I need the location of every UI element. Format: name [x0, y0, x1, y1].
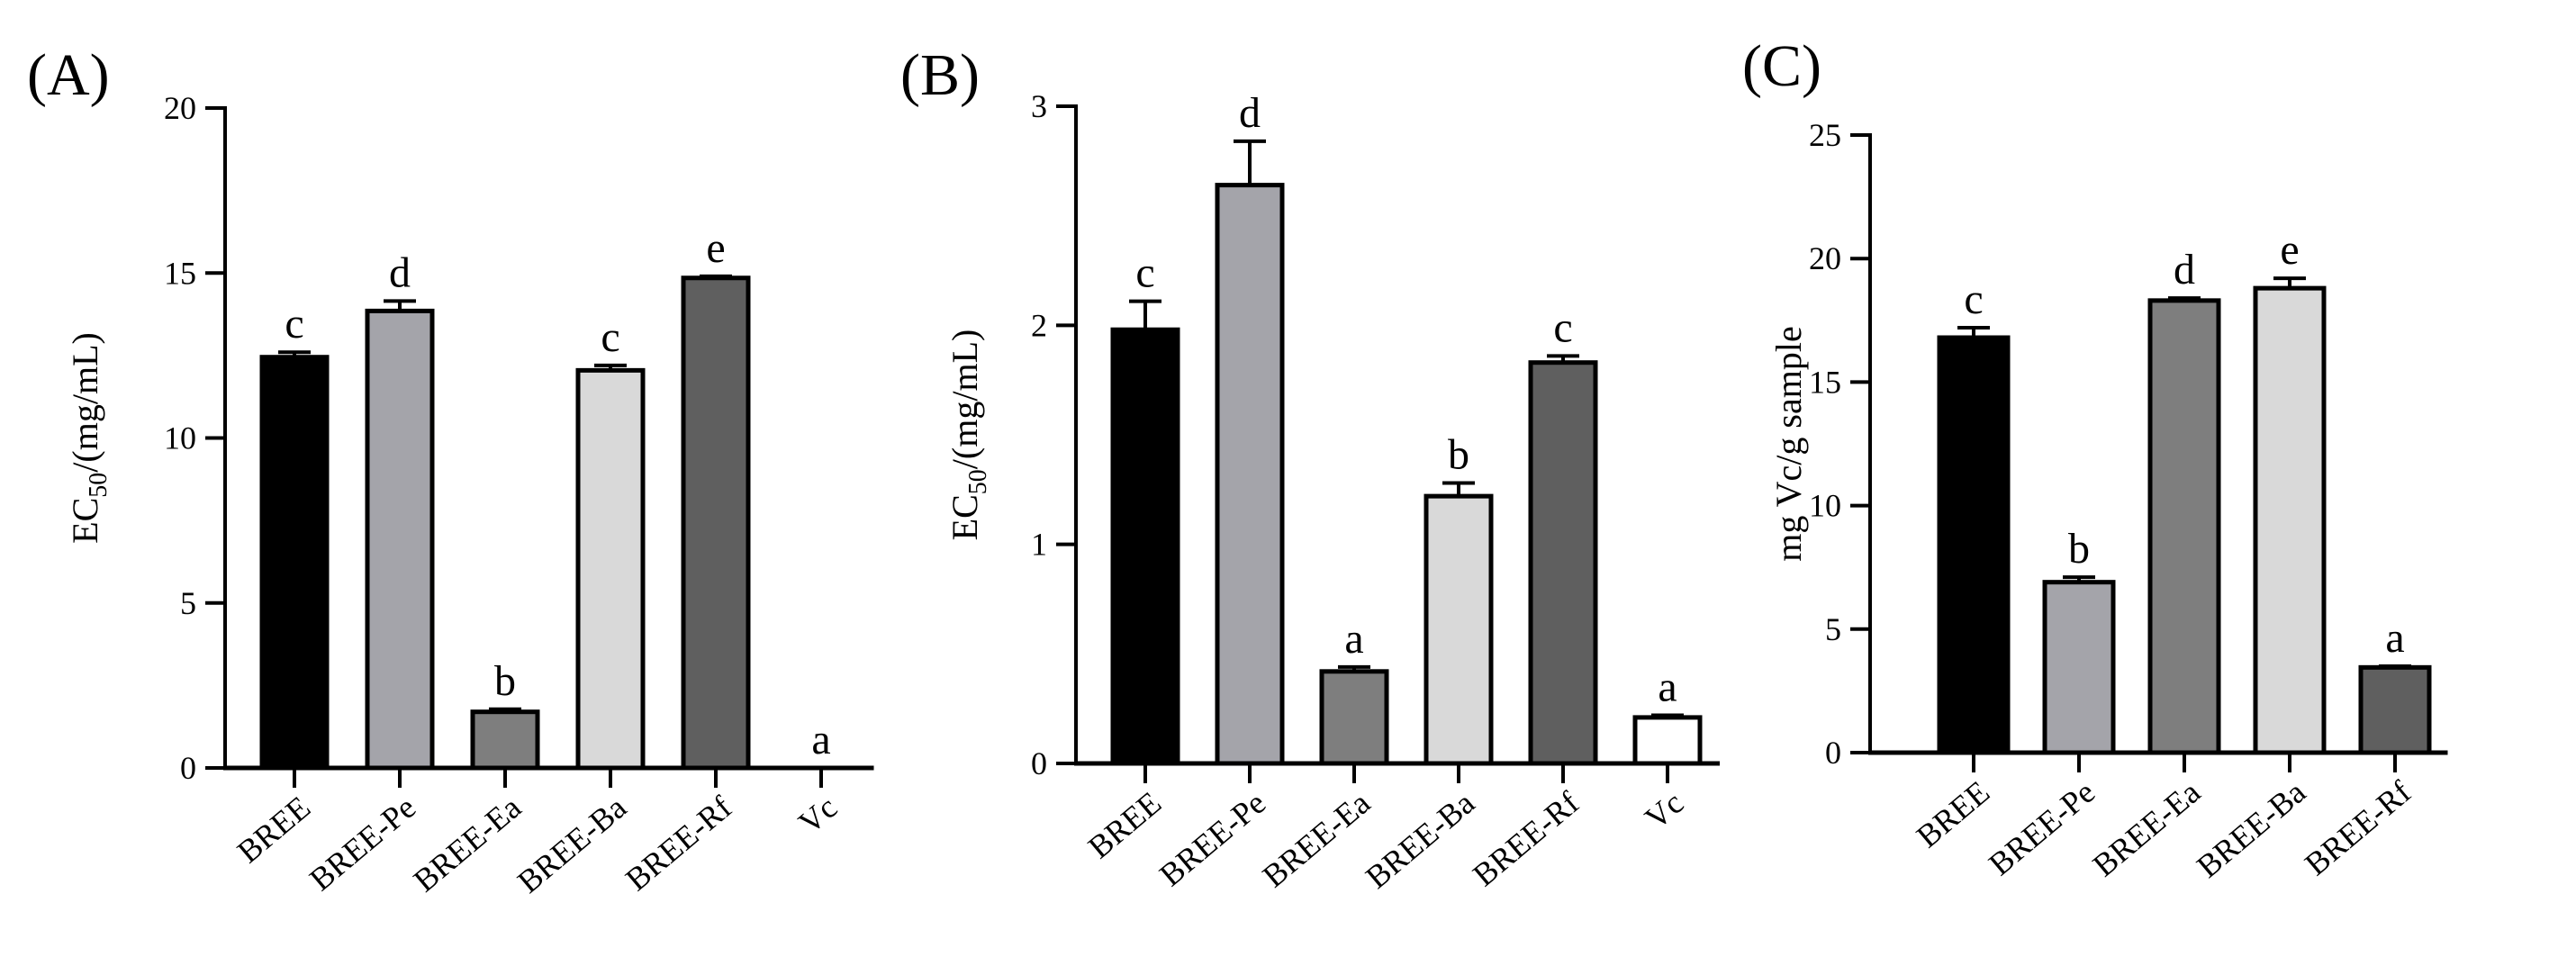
chart-panel-2: (C) 0 5 10 15 20 25 mg Vc/g sample c BREE b BREE-Pe…: [1742, 33, 2448, 885]
bar-bree-ea: [1319, 669, 1389, 766]
y-axis-title: EC50/(mg/mL): [945, 330, 992, 541]
y-axis-title-subscript: 50: [964, 469, 992, 494]
x-tick-label: BREE: [1081, 784, 1168, 865]
bar-bree-pe: [2042, 580, 2116, 755]
x-tick-label: BREE: [230, 789, 317, 870]
y-axis-title-units: /(mg/mL): [65, 332, 105, 473]
significance-letter: c: [1964, 275, 1983, 323]
x-tick-label: BREE-Ea: [407, 789, 528, 898]
bar-bree: [1937, 335, 2011, 755]
y-tick-label: 1: [1031, 527, 1047, 563]
x-tick-label: BREE: [1910, 773, 1996, 854]
y-tick-label: 20: [1809, 240, 1841, 276]
x-tick-label: BREE-Ba: [1359, 784, 1481, 895]
bar-bree-ba: [575, 367, 646, 771]
y-tick-label: 5: [1825, 611, 1841, 647]
bar-bree-pe: [365, 308, 435, 771]
y-tick-label: 10: [1809, 488, 1841, 524]
significance-letter: c: [1135, 249, 1154, 297]
x-tick-label: BREE-Pe: [1982, 773, 2101, 882]
bar-bree: [259, 355, 330, 771]
panel-label: (C): [1742, 33, 1821, 99]
bar-bree-pe: [1215, 183, 1285, 766]
significance-letter: c: [1553, 303, 1572, 351]
x-tick-label: BREE-Rf: [619, 789, 738, 898]
bar-bree-ba: [2253, 285, 2327, 755]
y-axis-title-main: EC: [65, 498, 105, 544]
significance-letter: a: [1658, 663, 1677, 710]
significance-letter: c: [601, 313, 619, 361]
y-tick-label: 0: [1825, 735, 1841, 771]
y-tick-label: 25: [1809, 117, 1841, 153]
bar-bree-rf: [2358, 664, 2432, 755]
panel-label: (A): [27, 42, 110, 108]
significance-letter: e: [706, 224, 725, 272]
y-tick-label: 15: [1809, 364, 1841, 400]
y-axis-title: mg Vc/g sample: [1768, 326, 1809, 561]
x-tick-label: BREE-Pe: [1152, 784, 1272, 893]
significance-letter: e: [2280, 226, 2299, 274]
chart-panel-0: (A) 0 5 10 15 20 EC50/(mg/mL) c BREE d BREE-Pe b BRE…: [27, 42, 874, 900]
chart-panel-1: (B) 0 1 2 3 EC50/(mg/mL) c BREE d BREE-Pe a BREE-Ea…: [900, 42, 1720, 896]
y-axis-title-units: /(mg/mL): [945, 330, 985, 470]
y-tick-label: 0: [180, 750, 196, 786]
bar-bree-rf: [681, 275, 751, 771]
significance-letter: d: [2174, 246, 2195, 293]
significance-letter: a: [2385, 614, 2404, 662]
y-axis-title: EC50/(mg/mL): [65, 332, 113, 544]
significance-letter: b: [1448, 431, 1469, 479]
bar-bree-ea: [470, 709, 540, 771]
x-tick-label: BREE-Ea: [1256, 784, 1377, 894]
panel-label: (B): [900, 42, 980, 108]
y-tick-label: 2: [1031, 307, 1047, 343]
x-tick-label: BREE-Ba: [511, 789, 633, 899]
x-tick-label: BREE-Ea: [2086, 773, 2207, 883]
x-tick-label: Vc: [1638, 784, 1690, 836]
bar-bree-rf: [1528, 360, 1598, 766]
significance-letter: d: [389, 248, 411, 296]
bar-bree-ba: [1424, 493, 1494, 766]
y-tick-label: 3: [1031, 88, 1047, 124]
y-tick-label: 5: [180, 585, 196, 621]
bar-bree-ea: [2147, 298, 2221, 755]
significance-letter: a: [1344, 615, 1363, 663]
significance-letter: c: [285, 300, 303, 348]
significance-letter: b: [494, 657, 516, 705]
y-tick-label: 20: [164, 90, 196, 126]
x-tick-label: BREE-Rf: [1466, 784, 1586, 893]
bar-vc: [1632, 715, 1703, 766]
y-axis-title-subscript: 50: [85, 473, 113, 498]
x-tick-label: BREE-Ba: [2190, 773, 2312, 884]
x-tick-label: Vc: [791, 789, 844, 841]
bar-bree: [1110, 327, 1180, 766]
y-tick-label: 0: [1031, 745, 1047, 781]
y-axis-title-main: EC: [945, 494, 985, 540]
y-tick-label: 15: [164, 255, 196, 291]
significance-letter: b: [2068, 525, 2090, 573]
significance-letter: a: [811, 716, 830, 763]
y-tick-label: 10: [164, 420, 196, 456]
x-tick-label: BREE-Pe: [303, 789, 422, 898]
significance-letter: d: [1239, 89, 1261, 137]
y-axis-title-main: mg Vc/g sample: [1768, 326, 1809, 561]
x-tick-label: BREE-Rf: [2298, 773, 2418, 882]
